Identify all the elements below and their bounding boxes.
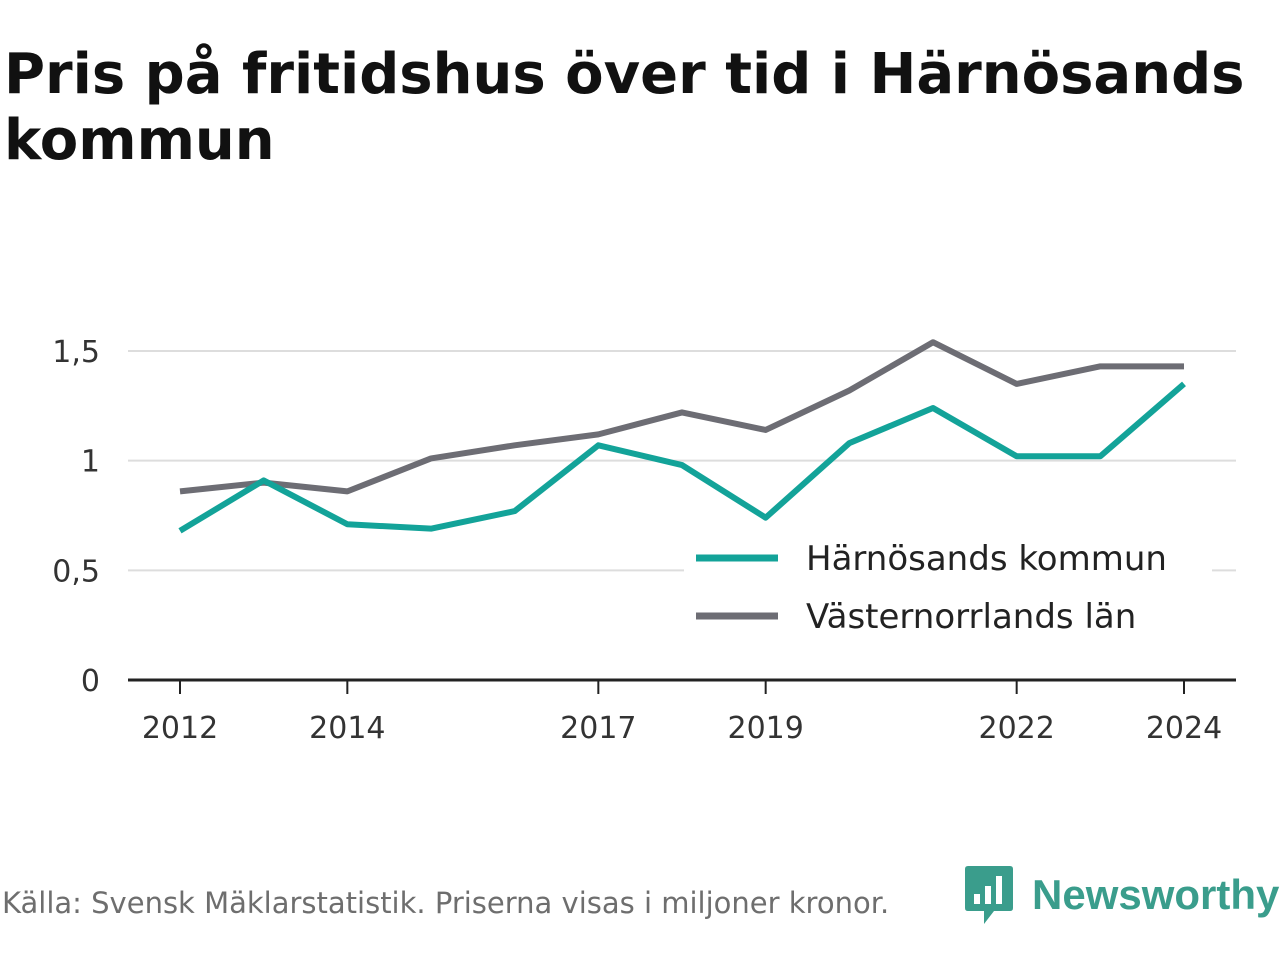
brand-name: Newsworthy xyxy=(1032,871,1280,918)
x-tick-label: 2019 xyxy=(727,711,803,746)
series-line xyxy=(179,339,1184,495)
y-tick-label: 0 xyxy=(81,664,100,699)
x-tick-label: 2014 xyxy=(309,711,385,746)
chart-title: Pris på fritidshus över tid i Härnösands… xyxy=(4,42,1245,173)
legend-label: Västernorrlands län xyxy=(806,597,1136,637)
legend: Härnösands kommun Västernorrlands län xyxy=(684,536,1212,646)
legend-label: Härnösands kommun xyxy=(806,539,1167,579)
series-lines xyxy=(178,339,1186,534)
series-line xyxy=(178,381,1186,534)
y-axis-ticks: 0 0,5 1 1,5 xyxy=(52,335,100,699)
line-chart: 0 0,5 1 1,5 2012 2014 2017 2019 2022 2024 Härnös… xyxy=(52,335,1236,746)
x-axis-ticks: 2012 2014 2017 2019 2022 2024 xyxy=(142,680,1222,746)
legend-background xyxy=(684,536,1212,646)
x-tick-label: 2022 xyxy=(978,711,1054,746)
brand-logo: Newsworthy xyxy=(964,864,1279,926)
source-note: Källa: Svensk Mäklarstatistik. Priserna … xyxy=(2,886,890,920)
newsworthy-logo-icon xyxy=(965,866,1013,924)
x-tick-label: 2017 xyxy=(560,711,636,746)
y-tick-label: 1,5 xyxy=(52,335,100,370)
x-tick-label: 2024 xyxy=(1146,711,1222,746)
x-tick-label: 2012 xyxy=(142,711,218,746)
y-tick-label: 0,5 xyxy=(52,554,100,589)
y-tick-label: 1 xyxy=(81,445,100,480)
